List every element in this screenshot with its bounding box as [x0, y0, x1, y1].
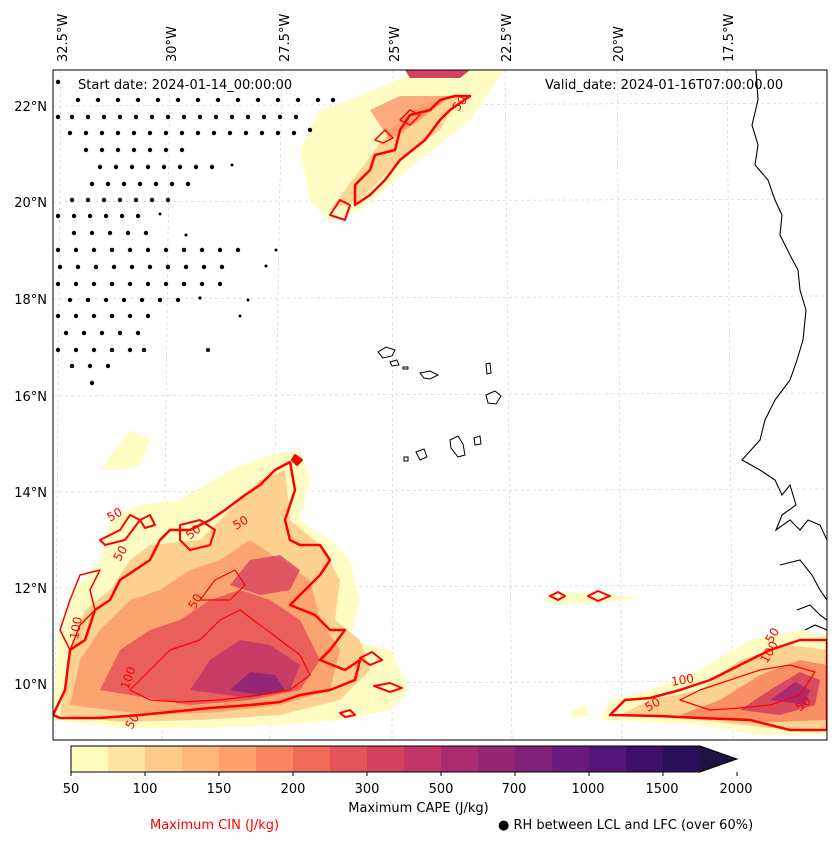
- lon-label-4: 22.5°W: [500, 14, 515, 62]
- lat-label-3: 16°N: [14, 390, 47, 405]
- colorbar-tick: 300: [354, 782, 380, 797]
- colorbar-swatch: [404, 746, 442, 772]
- colorbar-swatch: [626, 746, 664, 772]
- colorbar-tick: 200: [280, 782, 306, 797]
- colorbar-tick: 2000: [719, 782, 753, 797]
- colorbar-tick: 700: [501, 782, 527, 797]
- colorbar-tick: 50: [62, 782, 80, 797]
- colorbar-title: Maximum CAPE (J/kg): [348, 801, 489, 816]
- longitude-labels: 32.5°W 30°W 27.5°W 25°W 22.5°W 20°W 17.5…: [56, 14, 737, 62]
- colorbar-swatch: [182, 746, 220, 772]
- colorbar-swatch: [515, 746, 553, 772]
- cape-verde-islands: [377, 346, 502, 462]
- lat-label-4: 14°N: [14, 486, 47, 501]
- colorbar-swatch: [293, 746, 331, 772]
- lon-label-3: 25°W: [388, 26, 403, 62]
- lat-label-6: 10°N: [14, 678, 47, 693]
- colorbar-swatch: [663, 746, 701, 772]
- colorbar-swatch: [478, 746, 516, 772]
- lon-label-0: 32.5°W: [56, 14, 71, 62]
- colorbar-tick: 500: [428, 782, 454, 797]
- lat-label-0: 22°N: [14, 100, 47, 115]
- colorbar-swatch: [552, 746, 590, 772]
- colorbar-tick: 1500: [645, 782, 679, 797]
- latitude-labels: 22°N 20°N 18°N 16°N 14°N 12°N 10°N: [14, 100, 47, 693]
- map-border: [52, 69, 828, 741]
- colorbar-swatch: [589, 746, 627, 772]
- cin-contours: [53, 94, 827, 732]
- colorbar-tick: 100: [132, 782, 158, 797]
- colorbar-swatch: [71, 746, 109, 772]
- contour-label: 100: [670, 671, 695, 689]
- contour-label: 50: [122, 711, 142, 731]
- cin-legend-label: Maximum CIN (J/kg): [150, 818, 280, 833]
- rh-dots: [55, 79, 336, 386]
- lon-label-1: 30°W: [165, 26, 180, 62]
- rh-legend-label: ● RH between LCL and LFC (over 60%): [498, 818, 754, 833]
- contour-labels: 50 50 50 50 50 100 50 100 50 100 50 100 …: [67, 93, 813, 731]
- colorbar-swatch: [256, 746, 294, 772]
- contour-label: 50: [643, 695, 663, 715]
- lat-label-5: 12°N: [14, 582, 47, 597]
- colorbar-swatch: [219, 746, 257, 772]
- valid-date: Valid_date: 2024-01-16T07:00:00.00: [545, 78, 784, 93]
- cape-colorbar: [70, 745, 739, 776]
- colorbar-swatch: [145, 746, 183, 772]
- contour-label: 50: [762, 625, 782, 645]
- contour-label: 50: [231, 513, 251, 533]
- lon-label-2: 27.5°W: [278, 14, 293, 62]
- colorbar-swatch: [367, 746, 405, 772]
- africa-coastline: [741, 70, 827, 631]
- lon-label-5: 20°W: [612, 26, 627, 62]
- colorbar-tick: 150: [206, 782, 232, 797]
- colorbar-swatch: [330, 746, 368, 772]
- contour-label: 50: [105, 505, 125, 525]
- cape-shading-southeast: [570, 630, 827, 735]
- start-date: Start date: 2024-01-14_00:00:00: [78, 78, 293, 93]
- contour-label: 50: [110, 543, 130, 563]
- lon-label-6: 17.5°W: [722, 14, 737, 62]
- colorbar-extend-arrow: [700, 746, 737, 772]
- colorbar-swatch: [108, 746, 146, 772]
- colorbar-swatch: [441, 746, 479, 772]
- colorbar-tick: 1000: [571, 782, 605, 797]
- contour-label: 50: [185, 591, 205, 611]
- lat-label-1: 20°N: [14, 196, 47, 211]
- colorbar-outline: [70, 745, 739, 773]
- contour-label: 100: [67, 616, 85, 641]
- lat-label-2: 18°N: [14, 293, 47, 308]
